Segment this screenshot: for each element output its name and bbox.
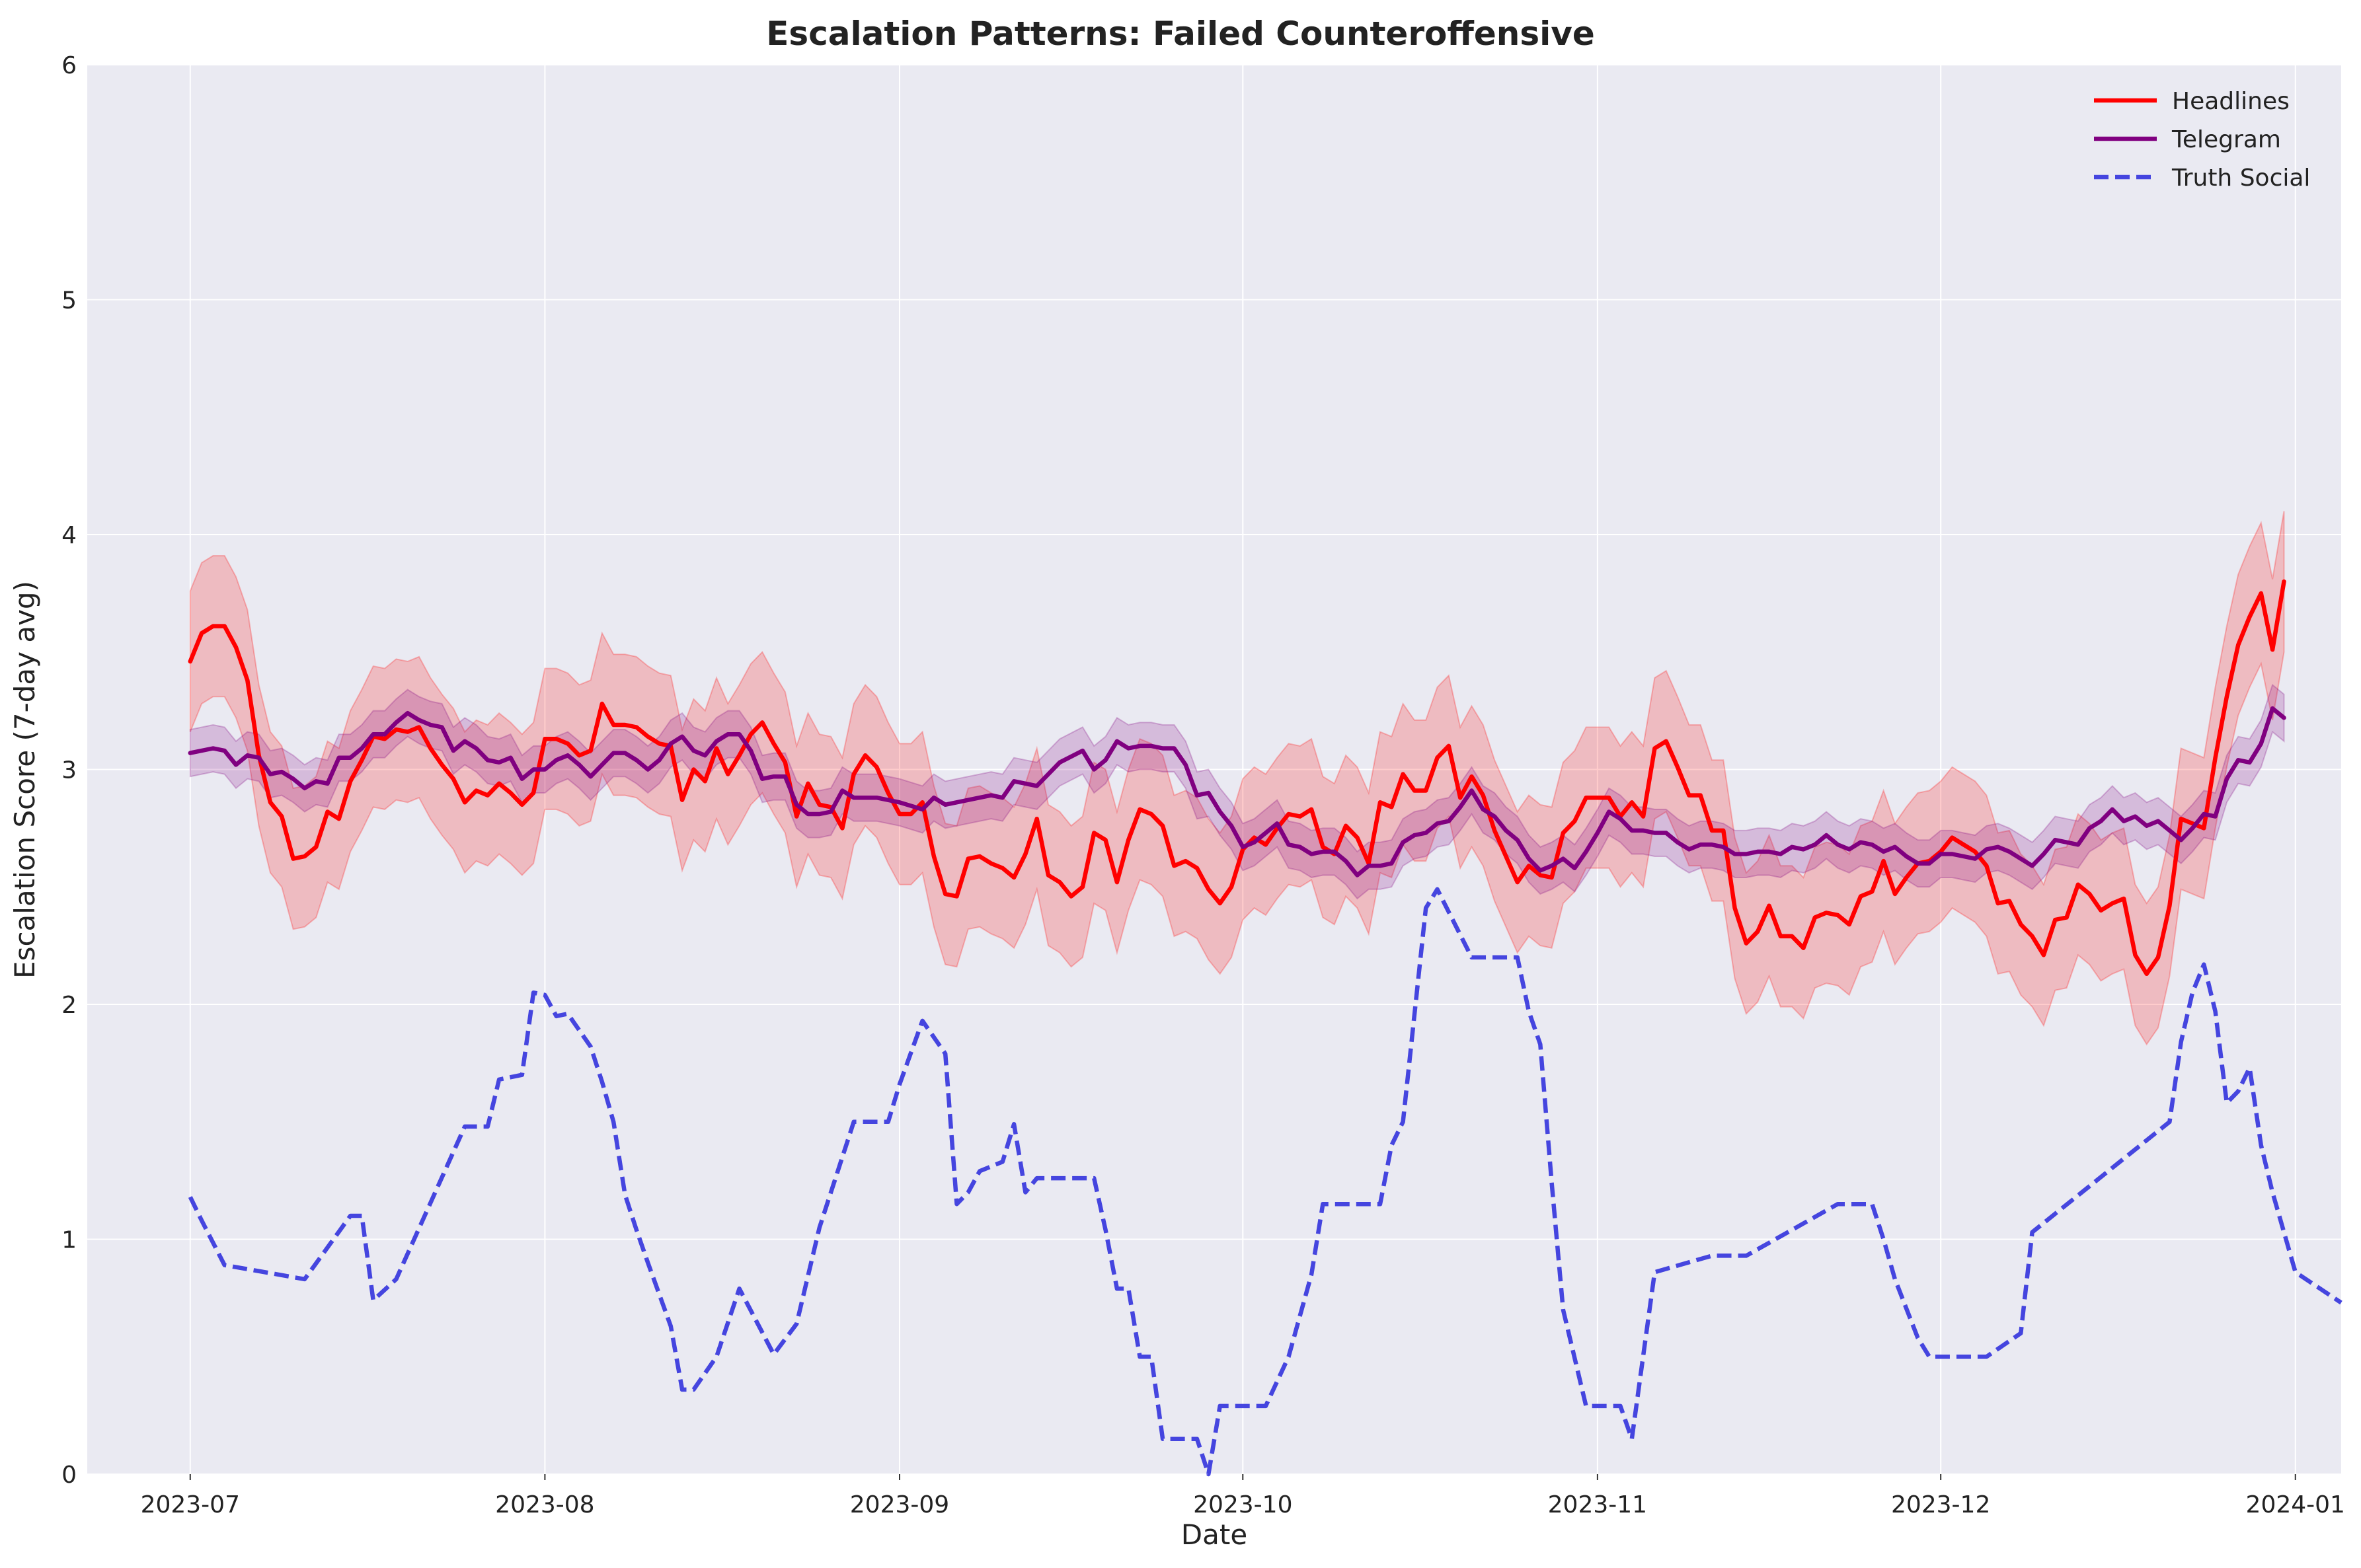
x-tick-label: 2023-10 xyxy=(1193,1491,1292,1518)
legend-label-truth-social: Truth Social xyxy=(2171,165,2310,192)
x-tick-label: 2023-11 xyxy=(1548,1491,1647,1518)
headlines-band xyxy=(189,511,2285,1046)
truth-social-line xyxy=(188,887,2342,1477)
telegram-line xyxy=(188,706,2286,877)
y-tick-label: 5 xyxy=(61,287,77,315)
y-tick-label: 3 xyxy=(61,757,77,784)
chart-title: Escalation Patterns: Failed Counteroffen… xyxy=(766,15,1595,53)
legend: Headlines Telegram Truth Social xyxy=(2094,88,2310,192)
x-axis-ticks: 2023-07 2023-08 2023-09 2023-10 2023-11 2023-… xyxy=(141,1474,2345,1518)
y-tick-label: 6 xyxy=(61,52,77,79)
y-tick-label: 1 xyxy=(61,1227,77,1254)
x-tick-label: 2024-01 xyxy=(2246,1491,2345,1518)
x-tick-label: 2023-07 xyxy=(141,1491,240,1518)
x-tick-label: 2023-09 xyxy=(850,1491,949,1518)
grid xyxy=(87,64,2341,1475)
y-tick-label: 4 xyxy=(61,522,77,549)
confidence-bands xyxy=(189,511,2285,1046)
y-tick-label: 2 xyxy=(61,992,77,1019)
series-lines xyxy=(188,579,2342,1477)
y-axis-ticks: 0 1 2 3 4 5 6 xyxy=(61,52,77,1489)
x-axis-label: Date xyxy=(1181,1518,1247,1551)
x-tick-label: 2023-08 xyxy=(495,1491,594,1518)
y-tick-label: 0 xyxy=(61,1462,77,1489)
y-axis-label: Escalation Score (7-day avg) xyxy=(9,581,41,979)
x-tick-label: 2023-12 xyxy=(1891,1491,1990,1518)
telegram-band xyxy=(189,683,2285,900)
legend-label-telegram: Telegram xyxy=(2171,126,2281,153)
legend-label-headlines: Headlines xyxy=(2172,88,2290,115)
